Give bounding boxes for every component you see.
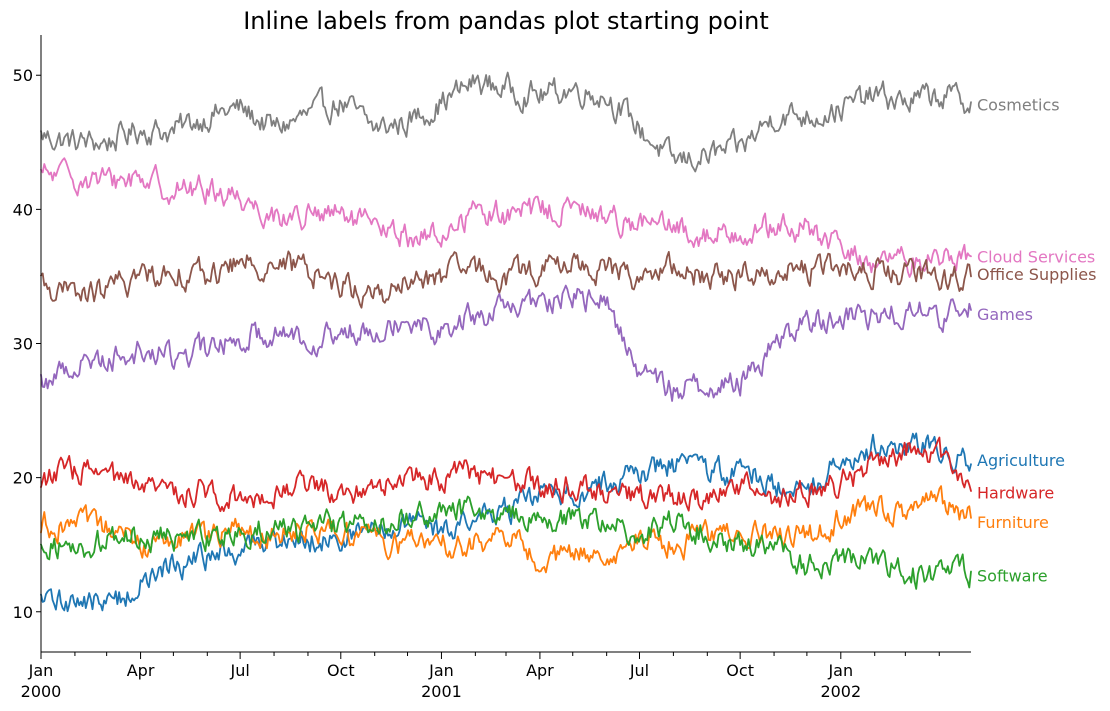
series-line-hardware: [40, 436, 972, 513]
x-tick-year-label-2001: 2001: [421, 682, 462, 701]
series-label-cosmetics: Cosmetics: [977, 96, 1060, 115]
x-tick-label-2001-10-01: Oct: [726, 661, 754, 680]
series-line-software: [40, 495, 972, 590]
y-tick-label-50: 50: [13, 66, 33, 85]
chart-title: Inline labels from pandas plot starting …: [243, 7, 769, 35]
series-label-games: Games: [977, 305, 1033, 324]
series-line-cloud-services: [40, 157, 972, 278]
y-tick-label-20: 20: [13, 469, 33, 488]
y-axis-ticks: 10 20 30 40 50: [13, 66, 41, 622]
x-tick-label-2000-04-01: Apr: [127, 661, 155, 680]
y-tick-label-40: 40: [13, 200, 33, 219]
series-label-agriculture: Agriculture: [977, 451, 1065, 470]
y-tick-label-30: 30: [13, 335, 33, 354]
x-tick-year-label-2002: 2002: [820, 682, 861, 701]
y-tick-label-10: 10: [13, 603, 33, 622]
x-tick-label-2000-10-01: Oct: [327, 661, 355, 680]
series-label-office-supplies: Office Supplies: [977, 265, 1096, 284]
x-tick-label-2001-04-01: Apr: [526, 661, 554, 680]
series-label-cloud-services: Cloud Services: [977, 247, 1095, 266]
x-tick-year-label-2000: 2000: [21, 682, 62, 701]
x-tick-label-2001-01-01: Jan: [428, 661, 454, 680]
x-tick-label-2002-01-01: Jan: [827, 661, 853, 680]
x-axis-ticks: Jan 2000 Apr Jul Oct Jan 2001 Apr Jul Oct Jan 2002: [21, 652, 940, 701]
x-tick-label-2000-01-01: Jan: [28, 661, 54, 680]
series-line-games: [40, 284, 972, 402]
series-line-cosmetics: [40, 71, 972, 173]
series-label-furniture: Furniture: [977, 513, 1049, 532]
series-label-hardware: Hardware: [977, 483, 1054, 502]
series-line-office-supplies: [40, 250, 972, 309]
x-tick-label-2000-07-01: Jul: [229, 661, 249, 680]
series-label-software: Software: [977, 567, 1048, 586]
x-tick-label-2001-07-01: Jul: [629, 661, 649, 680]
plot-area: [40, 71, 972, 613]
series-line-agriculture: [40, 432, 972, 613]
